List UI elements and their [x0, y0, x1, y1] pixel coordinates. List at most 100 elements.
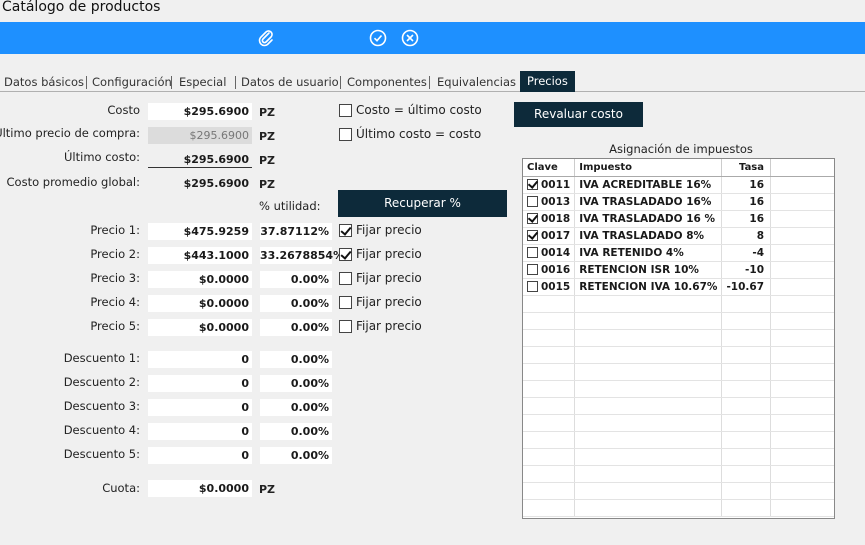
- empty-cell: [721, 397, 772, 415]
- fijar-precio-checkbox[interactable]: [339, 248, 352, 261]
- clave-cell[interactable]: 0011: [523, 176, 576, 194]
- clave-cell[interactable]: 0013: [523, 193, 576, 211]
- descuento-pct-field[interactable]: 0.00%: [260, 423, 332, 440]
- tax-checkbox[interactable]: [527, 178, 538, 190]
- precio-field[interactable]: $475.9259: [148, 223, 252, 240]
- impuesto-column-header[interactable]: Impuesto: [574, 159, 723, 177]
- descuento-field[interactable]: 0: [148, 351, 252, 368]
- descuento-pct-field[interactable]: 0.00%: [260, 447, 332, 464]
- costo-unit: PZ: [259, 106, 276, 119]
- table-row[interactable]: 0014 IVA RETENIDO 4% -4: [523, 244, 834, 262]
- descuento-label: Descuento 5:: [63, 447, 140, 461]
- tab-especial[interactable]: Especial: [179, 75, 227, 89]
- fijar-precio-checkbox[interactable]: [339, 224, 352, 237]
- empty-cell: [721, 363, 772, 381]
- clave-cell[interactable]: 0017: [523, 227, 576, 245]
- precio-field[interactable]: $0.0000: [148, 295, 252, 312]
- tab-configuracion[interactable]: Configuración: [92, 75, 172, 89]
- costo-ultimo-label: Costo = último costo: [356, 103, 482, 117]
- tab-precios[interactable]: Precios: [520, 71, 575, 92]
- clave-cell[interactable]: 0016: [523, 261, 576, 279]
- cuota-field[interactable]: $0.0000: [148, 480, 252, 497]
- empty-cell: [574, 431, 723, 449]
- precio-field[interactable]: $443.1000: [148, 247, 252, 264]
- descuento-label: Descuento 1:: [63, 351, 140, 365]
- costo-field[interactable]: $295.6900: [148, 103, 252, 120]
- clave-cell[interactable]: 0015: [523, 278, 576, 296]
- tab-equivalencias[interactable]: Equivalencias: [437, 75, 517, 89]
- tasa-cell: -4: [721, 244, 772, 262]
- clave-value: 0013: [541, 195, 571, 208]
- empty-cell: [523, 465, 576, 483]
- tasa-cell: -10: [721, 261, 772, 279]
- tax-checkbox[interactable]: [527, 280, 538, 292]
- empty-cell: [721, 380, 772, 398]
- table-row[interactable]: 0013 IVA TRASLADADO 16% 16: [523, 193, 834, 211]
- empty-cell: [770, 380, 834, 398]
- fijar-precio-checkbox[interactable]: [339, 320, 352, 333]
- table-row[interactable]: 0017 IVA TRASLADADO 8% 8: [523, 227, 834, 245]
- costo-promedio-value: $295.6900: [183, 177, 249, 190]
- table-row[interactable]: 0015 RETENCION IVA 10.67% -10.67: [523, 278, 834, 296]
- precio-utilidad-field[interactable]: 0.00%: [260, 271, 332, 288]
- tax-checkbox[interactable]: [527, 229, 538, 241]
- empty-cell: [721, 465, 772, 483]
- descuento-pct-field[interactable]: 0.00%: [260, 399, 332, 416]
- paperclip-icon[interactable]: [257, 29, 275, 47]
- impuestos-title: Asignación de impuestos: [609, 142, 753, 156]
- precio-utilidad-field[interactable]: 0.00%: [260, 295, 332, 312]
- descuento-pct-field[interactable]: 0.00%: [260, 375, 332, 392]
- tax-checkbox[interactable]: [527, 246, 538, 258]
- clave-cell[interactable]: 0014: [523, 244, 576, 262]
- tab-componentes[interactable]: Componentes: [347, 75, 427, 89]
- descuento-field[interactable]: 0: [148, 399, 252, 416]
- table-row[interactable]: 0018 IVA TRASLADADO 16 % 16: [523, 210, 834, 228]
- clave-cell[interactable]: 0018: [523, 210, 576, 228]
- precio-utilidad-field[interactable]: 37.87112%: [260, 223, 332, 240]
- empty-cell: [721, 414, 772, 432]
- check-circle-icon[interactable]: [369, 29, 387, 47]
- tax-checkbox[interactable]: [527, 212, 538, 224]
- impuesto-cell: IVA RETENIDO 4%: [574, 244, 723, 262]
- empty-cell: [523, 329, 576, 347]
- empty-cell: [574, 312, 723, 330]
- empty-cell: [721, 329, 772, 347]
- fijar-precio-checkbox[interactable]: [339, 272, 352, 285]
- precio-field[interactable]: $0.0000: [148, 319, 252, 336]
- tab-separator: [340, 76, 341, 89]
- empty-cell: [574, 346, 723, 364]
- tax-checkbox[interactable]: [527, 263, 538, 275]
- descuento-field[interactable]: 0: [148, 447, 252, 464]
- clave-column-header[interactable]: Clave: [523, 159, 576, 177]
- costo-promedio-unit: PZ: [259, 178, 276, 191]
- tasa-column-header[interactable]: Tasa: [721, 159, 772, 177]
- revaluar-costo-button[interactable]: Revaluar costo: [514, 102, 643, 127]
- empty-cell: [770, 346, 834, 364]
- fijar-precio-checkbox[interactable]: [339, 296, 352, 309]
- fijar-precio-label: Fijar precio: [356, 271, 422, 285]
- tab-datos-usuario[interactable]: Datos de usuario: [241, 75, 339, 89]
- empty-cell: [770, 414, 834, 432]
- descuento-field[interactable]: 0: [148, 375, 252, 392]
- empty-cell: [770, 261, 834, 279]
- ultimo-costo-checkbox[interactable]: [339, 128, 352, 141]
- empty-cell: [770, 210, 834, 228]
- empty-cell: [523, 499, 576, 517]
- recuperar-button[interactable]: Recuperar %: [338, 190, 507, 217]
- precio-field[interactable]: $0.0000: [148, 271, 252, 288]
- tax-checkbox[interactable]: [527, 195, 538, 207]
- empty-row: [523, 448, 834, 466]
- empty-row: [523, 346, 834, 364]
- table-row[interactable]: 0011 IVA ACREDITABLE 16% 16: [523, 176, 834, 194]
- close-circle-icon[interactable]: [401, 29, 419, 47]
- empty-column-header: [770, 159, 834, 177]
- table-row[interactable]: 0016 RETENCION ISR 10% -10: [523, 261, 834, 279]
- descuento-field[interactable]: 0: [148, 423, 252, 440]
- impuesto-cell: RETENCION IVA 10.67%: [574, 278, 723, 296]
- precio-utilidad-field[interactable]: 33.2678854%: [260, 247, 345, 264]
- tab-datos-basicos[interactable]: Datos básicos: [4, 75, 84, 89]
- clave-value: 0017: [541, 229, 571, 242]
- descuento-pct-field[interactable]: 0.00%: [260, 351, 332, 368]
- precio-utilidad-field[interactable]: 0.00%: [260, 319, 332, 336]
- costo-ultimo-checkbox[interactable]: [339, 104, 352, 117]
